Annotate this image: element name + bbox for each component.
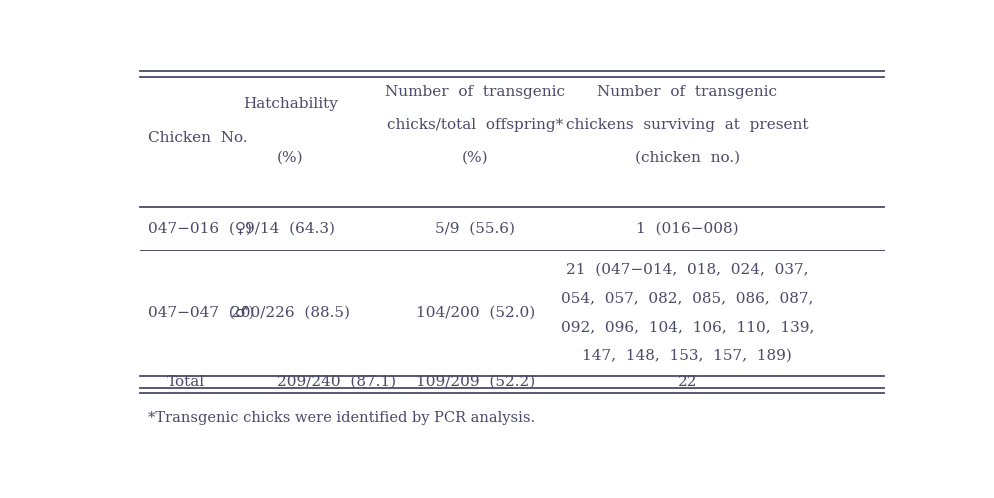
Text: 200/226  (88.5): 200/226 (88.5) — [231, 306, 349, 320]
Text: (%): (%) — [461, 150, 488, 164]
Text: 21  (047−014,  018,  024,  037,: 21 (047−014, 018, 024, 037, — [566, 263, 808, 277]
Text: Number  of  transgenic: Number of transgenic — [385, 85, 565, 100]
Text: *Transgenic chicks were identified by PCR analysis.: *Transgenic chicks were identified by PC… — [147, 411, 534, 425]
Text: chicks/total  offspring*: chicks/total offspring* — [387, 118, 563, 132]
Text: 047−016  (♀): 047−016 (♀) — [147, 222, 251, 236]
Text: (chicken  no.): (chicken no.) — [634, 150, 740, 164]
Text: 1  (016−008): 1 (016−008) — [635, 222, 738, 236]
Text: (%): (%) — [276, 150, 303, 164]
Text: Number  of  transgenic: Number of transgenic — [596, 85, 776, 100]
Text: 109/209  (52.2): 109/209 (52.2) — [415, 375, 535, 389]
Text: 054,  057,  082,  085,  086,  087,: 054, 057, 082, 085, 086, 087, — [561, 291, 813, 305]
Text: Hatchability: Hatchability — [243, 97, 337, 111]
Text: 047−047  (♂): 047−047 (♂) — [147, 306, 253, 320]
Text: chickens  surviving  at  present: chickens surviving at present — [566, 118, 808, 132]
Text: 147,  148,  153,  157,  189): 147, 148, 153, 157, 189) — [581, 349, 791, 363]
Text: 209/240  (87.1): 209/240 (87.1) — [276, 375, 396, 389]
Text: 104/200  (52.0): 104/200 (52.0) — [415, 306, 535, 320]
Text: Chicken  No.: Chicken No. — [147, 131, 247, 145]
Text: 22: 22 — [677, 375, 697, 389]
Text: Total: Total — [167, 375, 205, 389]
Text: 5/9  (55.6): 5/9 (55.6) — [434, 222, 515, 236]
Text: 9/14  (64.3): 9/14 (64.3) — [245, 222, 335, 236]
Text: 092,  096,  104,  106,  110,  139,: 092, 096, 104, 106, 110, 139, — [560, 320, 813, 334]
